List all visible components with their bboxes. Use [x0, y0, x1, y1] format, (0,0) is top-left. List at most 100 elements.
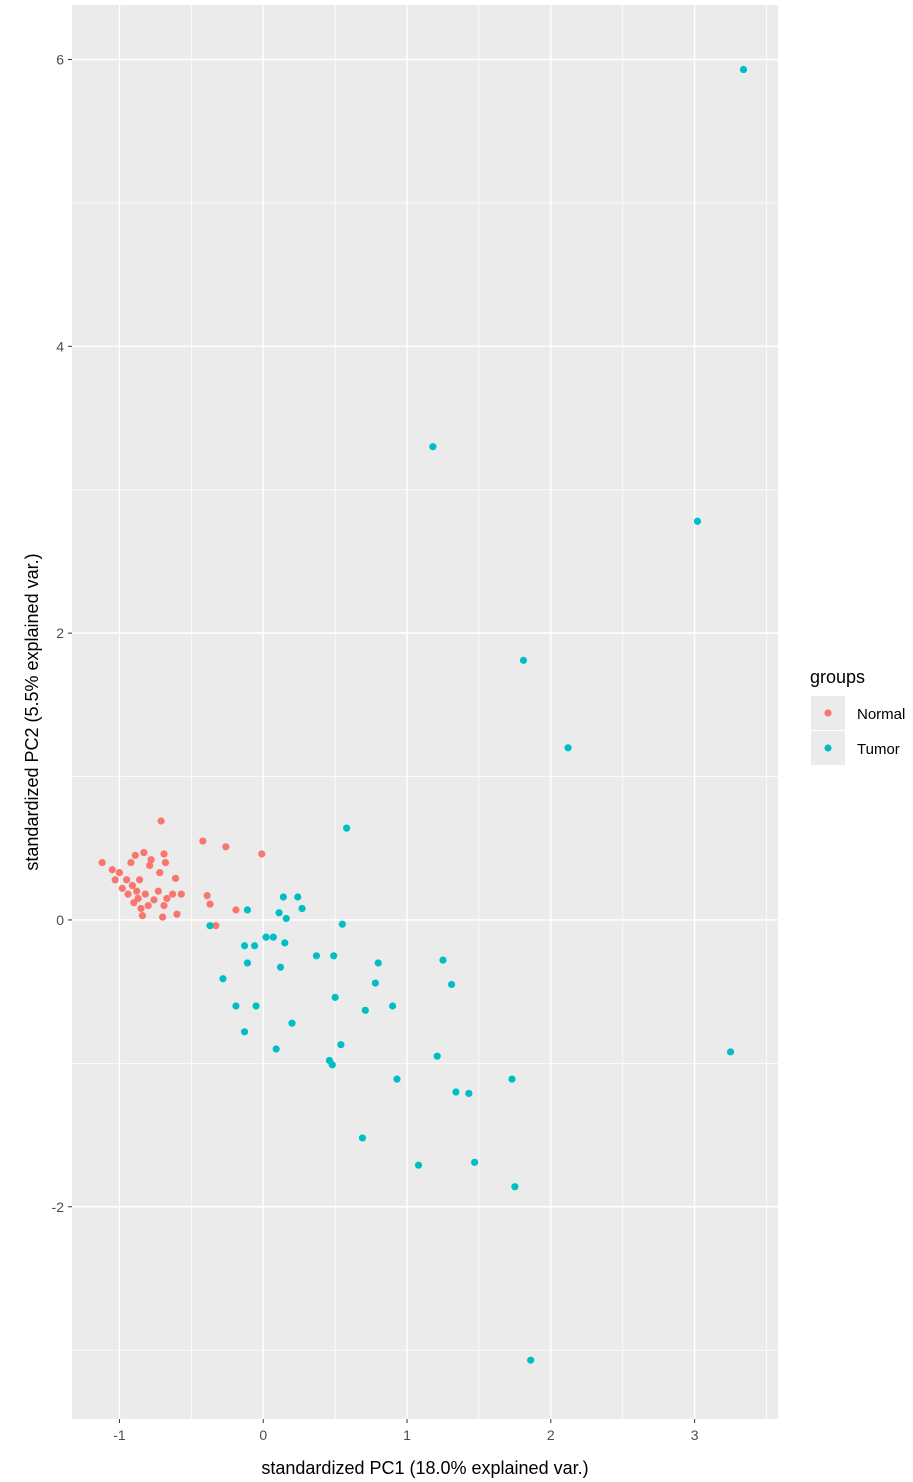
x-tick-label: 0: [259, 1427, 267, 1443]
point-tumor: [693, 517, 702, 525]
point-normal: [115, 869, 124, 877]
point-normal: [133, 887, 141, 895]
x-axis-ticks: -1 0 1 2 3: [113, 1419, 699, 1443]
point-tumor: [330, 952, 338, 960]
point-tumor: [331, 993, 339, 1001]
point-normal: [258, 850, 266, 858]
x-tick-label: 3: [691, 1427, 699, 1443]
point-normal: [124, 890, 132, 898]
point-tumor: [508, 1075, 516, 1083]
point-tumor: [433, 1052, 441, 1060]
point-tumor: [240, 942, 249, 950]
point-normal: [111, 876, 119, 884]
legend-title: groups: [810, 667, 865, 687]
point-normal: [108, 866, 116, 874]
point-tumor: [374, 959, 382, 967]
point-normal: [128, 881, 136, 890]
point-normal: [135, 876, 144, 884]
point-normal: [206, 900, 214, 908]
legend-label-normal: Normal: [857, 706, 905, 723]
point-tumor: [511, 1183, 519, 1191]
point-normal: [144, 902, 152, 910]
major-gridlines: [72, 5, 778, 1419]
point-normal: [169, 890, 177, 898]
point-tumor: [275, 909, 283, 917]
point-tumor: [452, 1088, 460, 1096]
point-normal: [141, 890, 149, 898]
x-tick-label: 2: [547, 1427, 555, 1443]
y-axis-ticks: -2 0 2 4 6: [52, 51, 72, 1215]
point-tumor: [288, 1019, 296, 1027]
point-normal: [146, 861, 154, 870]
point-tumor: [389, 1002, 397, 1010]
point-tumor: [429, 443, 437, 451]
point-tumor: [439, 956, 447, 964]
x-tick-label: -1: [113, 1427, 126, 1443]
point-normal: [140, 848, 148, 857]
point-normal: [154, 887, 162, 895]
point-normal: [199, 837, 207, 845]
point-normal: [160, 902, 168, 910]
y-tick-label: 2: [56, 625, 64, 641]
point-tumor: [279, 893, 287, 901]
point-normal: [158, 913, 167, 921]
plot-panel: [72, 5, 778, 1419]
point-tumor: [338, 920, 346, 928]
legend-items: Normal Tumor: [811, 696, 905, 765]
point-tumor: [739, 65, 748, 74]
point-tumor: [243, 959, 252, 967]
point-tumor: [206, 922, 214, 930]
point-tumor: [219, 975, 227, 983]
point-tumor: [358, 1134, 367, 1142]
data-points: [98, 65, 748, 1364]
point-normal: [171, 874, 180, 882]
legend-swatch-tumor: [824, 744, 832, 752]
point-tumor: [281, 939, 289, 947]
point-normal: [203, 891, 211, 900]
point-tumor: [262, 933, 270, 941]
point-tumor: [252, 1002, 260, 1010]
point-normal: [161, 858, 170, 867]
point-tumor: [282, 914, 290, 923]
point-tumor: [269, 933, 277, 941]
point-normal: [160, 850, 168, 858]
point-tumor: [343, 824, 351, 832]
point-normal: [118, 884, 126, 892]
point-tumor: [371, 979, 379, 987]
point-normal: [134, 894, 142, 903]
y-tick-label: 0: [56, 912, 64, 928]
point-tumor: [448, 980, 456, 989]
point-normal: [156, 869, 164, 877]
point-normal: [157, 817, 165, 825]
y-tick-label: -2: [52, 1199, 65, 1215]
point-tumor: [276, 963, 285, 971]
point-normal: [173, 910, 181, 918]
point-tumor: [294, 893, 302, 901]
legend: groups Normal Tumor: [810, 667, 905, 765]
point-tumor: [471, 1158, 479, 1166]
point-tumor: [272, 1045, 280, 1053]
point-normal: [138, 912, 147, 920]
point-normal: [137, 904, 145, 913]
point-normal: [212, 922, 220, 930]
point-tumor: [243, 906, 252, 914]
point-tumor: [232, 1002, 240, 1010]
point-tumor: [414, 1161, 423, 1169]
point-normal: [127, 858, 135, 867]
point-normal: [147, 856, 155, 864]
point-tumor: [328, 1061, 336, 1069]
point-tumor: [564, 744, 572, 752]
y-tick-label: 6: [56, 51, 64, 67]
point-normal: [150, 896, 158, 904]
point-tumor: [251, 942, 259, 950]
point-normal: [163, 894, 171, 903]
point-tumor: [393, 1075, 401, 1083]
x-axis-title: standardized PC1 (18.0% explained var.): [261, 1458, 588, 1478]
minor-gridlines: [72, 5, 778, 1419]
point-tumor: [240, 1028, 249, 1036]
legend-label-tumor: Tumor: [857, 741, 900, 758]
point-tumor: [298, 904, 306, 913]
point-normal: [222, 843, 230, 851]
point-normal: [232, 906, 240, 914]
